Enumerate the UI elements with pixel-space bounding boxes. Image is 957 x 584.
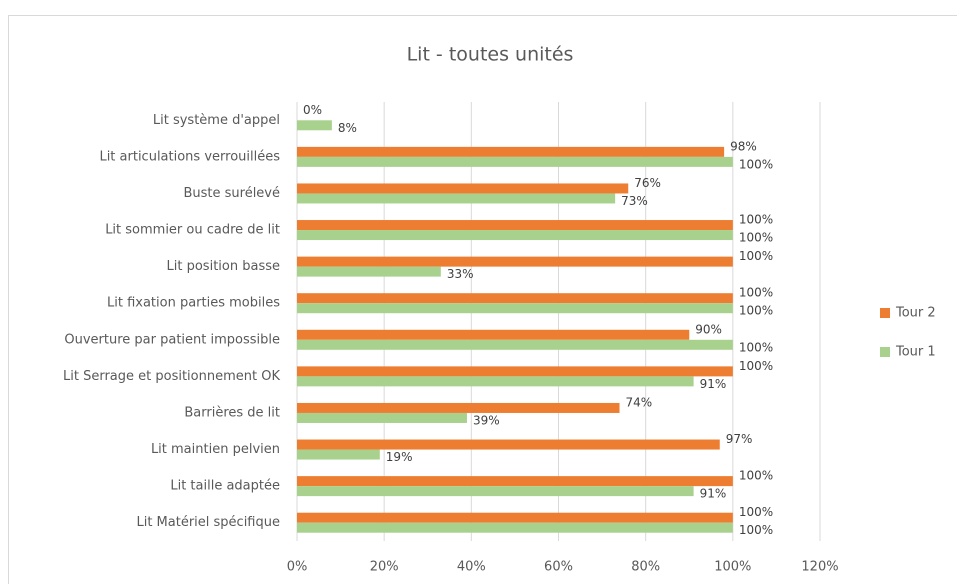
bar: [297, 439, 720, 450]
data-label: 8%: [338, 121, 357, 135]
bar: [297, 146, 725, 157]
bar: [297, 293, 733, 304]
data-label: 19%: [386, 450, 413, 464]
data-label: 100%: [739, 523, 773, 537]
data-label: 91%: [700, 377, 727, 391]
data-label: 73%: [621, 194, 648, 208]
bar: [297, 156, 733, 167]
bar: [297, 230, 733, 241]
data-label: 76%: [634, 176, 661, 190]
data-label: 100%: [739, 304, 773, 318]
bar: [297, 183, 629, 194]
y-tick-label: Ouverture par patient impossible: [64, 332, 280, 347]
data-label: 33%: [447, 267, 474, 281]
bar: [297, 486, 694, 497]
y-tick-label: Lit sommier ou cadre de lit: [105, 223, 280, 238]
bar: [297, 120, 332, 131]
bar: [297, 412, 467, 423]
bar: [297, 329, 690, 340]
legend-label: Tour 1: [895, 345, 936, 360]
bar: [297, 256, 733, 267]
data-label: 100%: [739, 505, 773, 519]
data-label: 100%: [739, 231, 773, 245]
bar: [297, 303, 733, 314]
bar: [297, 449, 380, 460]
bar: [297, 193, 616, 204]
y-tick-label: Lit maintien pelvien: [151, 442, 280, 457]
y-tick-label: Barrières de lit: [184, 405, 280, 420]
data-label: 100%: [739, 249, 773, 263]
x-tick-label: 0%: [287, 560, 308, 575]
data-label: 100%: [739, 157, 773, 171]
chart-title: Lit - toutes unités: [407, 44, 574, 66]
y-tick-label: Lit système d'appel: [153, 113, 280, 128]
y-tick-label: Lit Serrage et positionnement OK: [63, 369, 280, 384]
data-label: 97%: [726, 432, 753, 446]
y-tick-label: Lit Matériel spécifique: [136, 515, 280, 530]
data-label: 90%: [695, 322, 722, 336]
x-tick-label: 40%: [457, 560, 486, 575]
data-label: 100%: [739, 359, 773, 373]
y-tick-label: Lit position basse: [167, 259, 280, 274]
bar: [297, 339, 733, 350]
y-tick-label: Lit taille adaptée: [170, 479, 280, 494]
y-tick-label: Lit fixation parties mobiles: [107, 296, 280, 311]
data-label: 0%: [303, 103, 322, 117]
x-tick-label: 60%: [544, 560, 573, 575]
bar: [297, 266, 441, 277]
data-label: 98%: [730, 139, 757, 153]
bar: [297, 522, 733, 533]
x-tick-label: 20%: [370, 560, 399, 575]
legend-swatch: [880, 308, 890, 318]
y-tick-label: Buste surélevé: [183, 186, 280, 201]
data-label: 91%: [700, 487, 727, 501]
x-tick-label: 120%: [801, 560, 838, 575]
x-tick-label: 100%: [714, 560, 751, 575]
data-label: 100%: [739, 286, 773, 300]
x-tick-label: 80%: [631, 560, 660, 575]
data-label: 100%: [739, 213, 773, 227]
y-tick-label: Lit articulations verrouillées: [99, 149, 280, 164]
bar: [297, 512, 733, 523]
bar: [297, 402, 620, 413]
data-label: 100%: [739, 469, 773, 483]
data-label: 100%: [739, 340, 773, 354]
data-label: 39%: [473, 413, 500, 427]
bar: [297, 476, 733, 487]
data-label: 74%: [626, 395, 653, 409]
legend-label: Tour 2: [895, 306, 936, 321]
bar: [297, 366, 733, 377]
bar: [297, 376, 694, 387]
legend-swatch: [880, 347, 890, 357]
bar: [297, 220, 733, 231]
